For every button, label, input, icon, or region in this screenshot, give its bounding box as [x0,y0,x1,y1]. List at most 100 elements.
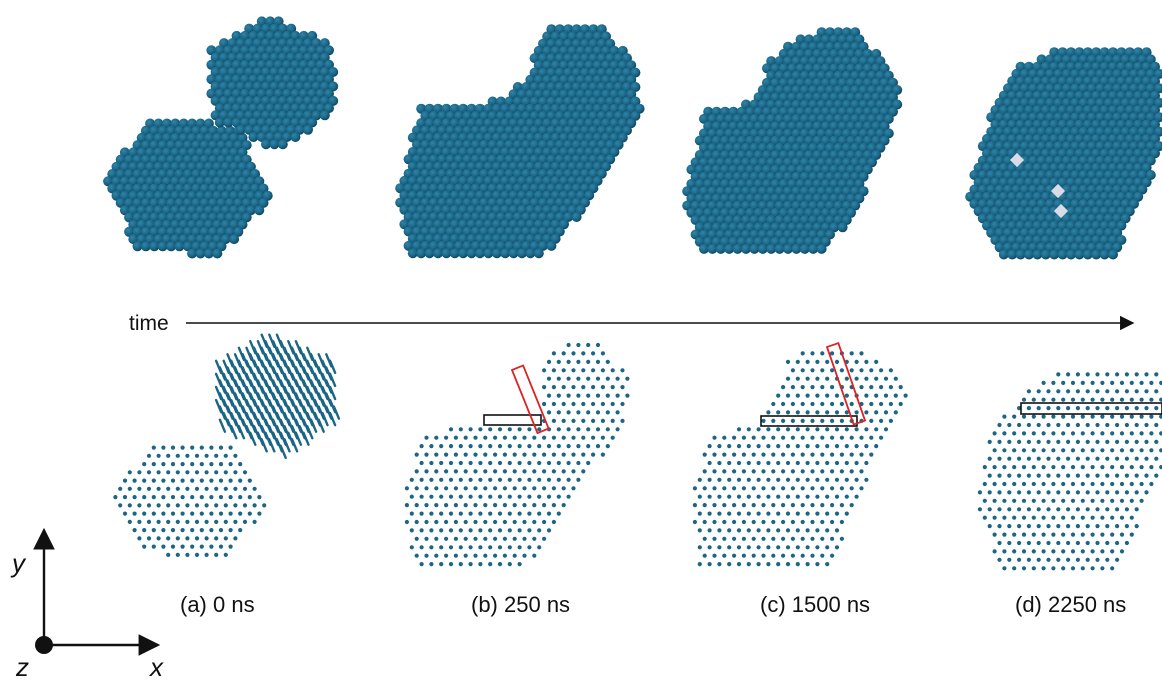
lattice-dot [1051,465,1056,470]
atom-sphere [986,112,997,123]
lattice-dot [1026,473,1031,478]
atom-sphere [1103,170,1114,180]
lattice-dot [605,427,610,432]
lattice-view-c [692,351,908,567]
lattice-dot [746,477,751,482]
lattice-dot [1085,507,1090,512]
atom-sphere [1087,170,1097,180]
atom-sphere [216,140,227,151]
lattice-dot [542,519,547,525]
lattice-dot [781,536,786,541]
lattice-dot [576,342,581,348]
atom-sphere [1003,141,1013,152]
atom-sphere [517,175,527,186]
lattice-dot [439,494,444,499]
lattice-dot [766,545,771,550]
atom-sphere [745,121,756,132]
lattice-dot [854,427,859,432]
lattice-dot [736,511,742,516]
lattice-dot [785,427,791,432]
atom-sphere [694,150,705,160]
lattice-dot [512,469,517,474]
lattice-dot [1105,456,1110,461]
lattice-dot [537,444,542,449]
lattice-dot [1056,422,1061,428]
lattice-dot [1036,507,1041,512]
lattice-dot [1046,473,1051,478]
lattice-dot [517,562,522,567]
lattice-dot [810,351,815,356]
atom-sphere [812,92,823,103]
lattice-dot [1075,490,1080,495]
lattice-dot [146,519,152,525]
atom-sphere [224,169,235,179]
lattice-dot [448,528,454,533]
lattice-dot [463,435,468,440]
lattice-dot [849,486,854,491]
lattice-dot [625,376,630,381]
lattice-dot [257,511,262,516]
atom-sphere [412,240,422,251]
lattice-dot [727,494,732,499]
lattice-dot [834,545,840,550]
atom-sphere [508,118,519,129]
atom-sphere [753,150,764,160]
atom-sphere [804,121,814,132]
lattice-dot [1080,380,1085,385]
lattice-dot [238,462,243,467]
atom-sphere [1003,198,1013,209]
lattice-dot [795,359,800,364]
lattice-dot [1061,532,1066,537]
lattice-dot [859,469,864,474]
lattice-dot [238,511,243,516]
lattice-dot [732,486,737,491]
atom-sphere [1036,170,1047,180]
lattice-dot [493,435,498,440]
lattice-dot [1012,414,1017,419]
atom-sphere [592,118,603,129]
atom-sphere [617,60,628,71]
lattice-dot [893,393,898,398]
lattice-dot [194,503,200,508]
lattice-dot [551,351,557,356]
lattice-dot [132,478,137,483]
lattice-dot [1036,439,1041,444]
lattice-dot [448,444,454,449]
lattice-dot [1090,566,1095,571]
lattice-dot [199,544,204,549]
lattice-dot [859,385,864,390]
atom-sphere [862,63,873,74]
lattice-dot [170,495,176,500]
lattice-dot [1124,524,1129,529]
atom-sphere [774,243,785,254]
lattice-dot [849,351,854,356]
atom-sphere [182,226,193,237]
atom-sphere [216,226,227,237]
lattice-dot [468,477,473,482]
atom-sphere [227,52,238,63]
atom-sphere [525,89,536,100]
lattice-dot [790,435,796,440]
lattice-dot [1041,498,1046,503]
bottom-row [113,333,1162,571]
lattice-dot [507,444,512,449]
lattice-dot [805,359,810,364]
atom-sphere [879,121,890,132]
lattice-dot [1002,532,1007,537]
atom-sphere [199,197,210,208]
lattice-dot [1115,524,1120,529]
lattice-dot [586,460,591,466]
atom-sphere [575,147,586,157]
atom-sphere [1045,198,1055,209]
lattice-dot [166,552,171,558]
atom-sphere [1003,170,1013,180]
lattice-dot [1066,473,1071,478]
lattice-dot [546,460,552,466]
lattice-dot [419,528,424,533]
lattice-dot [190,495,195,500]
atom-sphere [149,140,160,151]
lattice-dot [815,427,820,432]
lattice-dot [1070,498,1076,503]
lattice-dot [839,401,845,407]
atom-sphere [732,243,743,254]
